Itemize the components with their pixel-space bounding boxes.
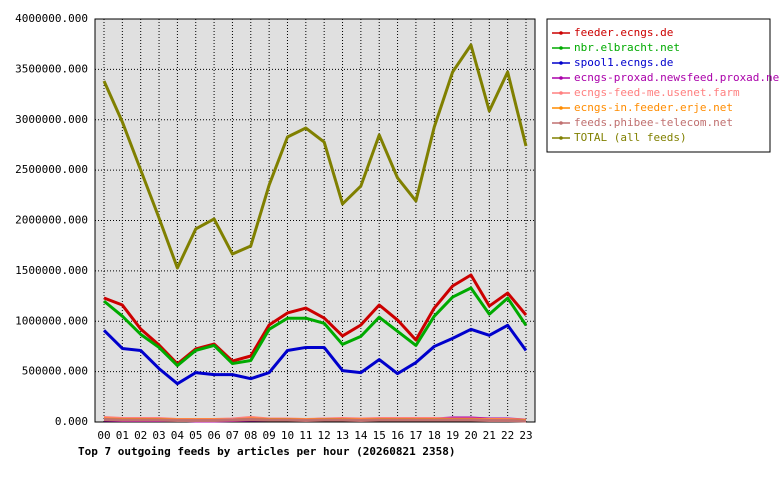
y-tick-label: 0.000 [55, 415, 88, 428]
legend-marker [559, 121, 563, 125]
y-tick-label: 2000000.000 [15, 214, 88, 227]
x-tick-label: 20 [464, 429, 477, 442]
legend-label: ecngs-feed-me.usenet.farm [574, 86, 740, 99]
series-line [103, 286, 528, 368]
x-tick-label: 11 [299, 429, 312, 442]
legend-marker [559, 31, 563, 35]
x-tick-label: 12 [318, 429, 331, 442]
legend-label: TOTAL (all feeds) [574, 131, 687, 144]
legend-box [546, 18, 771, 153]
x-tick-label: 19 [446, 429, 459, 442]
legend-marker [559, 76, 563, 80]
chart-title: Top 7 outgoing feeds by articles per hou… [78, 445, 456, 458]
y-tick-label: 500000.000 [22, 365, 88, 378]
series-line [102, 43, 528, 270]
x-tick-label: 15 [373, 429, 386, 442]
x-tick-label: 10 [281, 429, 294, 442]
x-tick-label: 04 [171, 429, 185, 442]
series-line [102, 323, 528, 386]
x-tick-label: 22 [501, 429, 514, 442]
y-tick-label: 4000000.000 [15, 12, 88, 25]
series-line [103, 417, 527, 423]
x-tick-label: 17 [409, 429, 422, 442]
x-tick-label: 13 [336, 429, 349, 442]
x-tick-label: 07 [226, 429, 239, 442]
x-tick-label: 05 [189, 429, 202, 442]
legend-marker [559, 136, 563, 140]
x-tick-label: 01 [116, 429, 129, 442]
y-tick-label: 1000000.000 [15, 314, 88, 327]
legend-label: ecngs-in.feeder.erje.net [574, 101, 733, 114]
legend-marker [559, 61, 563, 65]
legend-marker [559, 46, 563, 50]
y-tick-label: 3500000.000 [15, 62, 88, 75]
legend-label: nbr.elbracht.net [574, 41, 680, 54]
y-tick-label: 2500000.000 [15, 163, 88, 176]
x-tick-label: 06 [207, 429, 220, 442]
legend-label: feeder.ecngs.de [574, 26, 673, 39]
y-tick-label: 1500000.000 [15, 264, 88, 277]
x-tick-label: 16 [391, 429, 404, 442]
x-tick-label: 02 [134, 429, 147, 442]
legend-marker [559, 106, 563, 110]
x-tick-label: 08 [244, 429, 257, 442]
x-tick-label: 18 [428, 429, 441, 442]
x-tick-label: 03 [152, 429, 165, 442]
x-tick-label: 14 [354, 429, 368, 442]
legend-label: ecngs-proxad.newsfeed.proxad.net [574, 71, 780, 84]
y-tick-label: 3000000.000 [15, 113, 88, 126]
x-tick-label: 23 [519, 429, 532, 442]
x-tick-label: 21 [483, 429, 496, 442]
legend-marker [559, 91, 563, 95]
x-tick-label: 00 [97, 429, 110, 442]
legend-label: feeds.phibee-telecom.net [574, 116, 733, 129]
x-tick-label: 09 [263, 429, 276, 442]
legend-label: spool1.ecngs.de [574, 56, 673, 69]
